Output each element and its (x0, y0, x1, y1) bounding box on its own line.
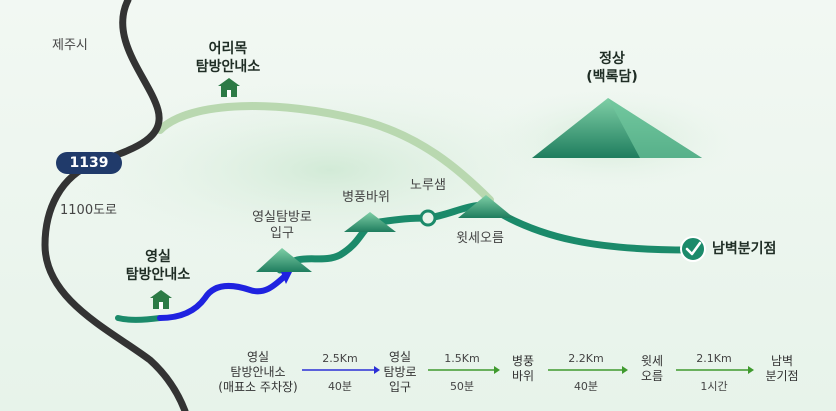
seq-time-4: 1시간 (700, 380, 728, 393)
witse-label: 윗세오름 (456, 231, 504, 246)
seq-stop-3: 병풍 바위 (511, 354, 535, 383)
eorimok-trail (156, 102, 494, 204)
nambyeok-label: 남벽분기점 (712, 241, 777, 257)
yeongsil-hut-icon (150, 290, 172, 309)
ridge-halo (70, 80, 590, 260)
seq-stop-4: 윗세 오름 (640, 354, 664, 383)
noru-label: 노루샘 (410, 178, 446, 193)
noru-marker (419, 209, 437, 227)
seq-distance-4: 2.1Km (696, 352, 732, 365)
seq-time-3: 40분 (573, 380, 599, 393)
seq-distance-2: 1.5Km (444, 352, 480, 365)
summit-label: 정상 (백록담) (586, 51, 638, 85)
yeongsil-center-label: 영실 탐방안내소 (125, 249, 191, 283)
peak-witse (458, 195, 514, 218)
seq-time-1: 40분 (327, 380, 353, 393)
seq-stop-2: 영실 탐방로 입구 (383, 350, 417, 394)
road-1139-badge: 1139 (56, 152, 122, 174)
eorimok-hut-icon (218, 78, 240, 97)
peak-byeongpung (344, 212, 396, 232)
peak-yeongsil (256, 248, 312, 272)
main-road (41, 0, 189, 411)
check-mark (685, 241, 702, 256)
seq-distance-3: 2.2Km (568, 352, 604, 365)
jeju-city-label: 제주시 (52, 38, 88, 53)
sequence-arrows (302, 366, 754, 374)
byeongpung-label: 병풍바위 (342, 190, 390, 205)
seq-stop-5: 남벽 분기점 (765, 354, 799, 383)
yeongsil-entrance-label: 영실탐방로 입구 (252, 210, 312, 241)
main-trail (276, 201, 694, 274)
blue-arrow-head (280, 270, 292, 284)
summit-mountain-shade (608, 98, 702, 158)
road-1100-label: 1100도로 (60, 203, 118, 218)
seq-distance-1: 2.5Km (322, 352, 358, 365)
seq-time-2: 50분 (449, 380, 475, 393)
nambyeok-check-icon (680, 236, 706, 262)
approach-trail (115, 315, 163, 323)
blue-trail (157, 273, 288, 321)
seq-stop-1: 영실 탐방안내소 (매표소 주차장) (218, 350, 298, 394)
eorimok-label: 어리목 탐방안내소 (195, 41, 261, 75)
